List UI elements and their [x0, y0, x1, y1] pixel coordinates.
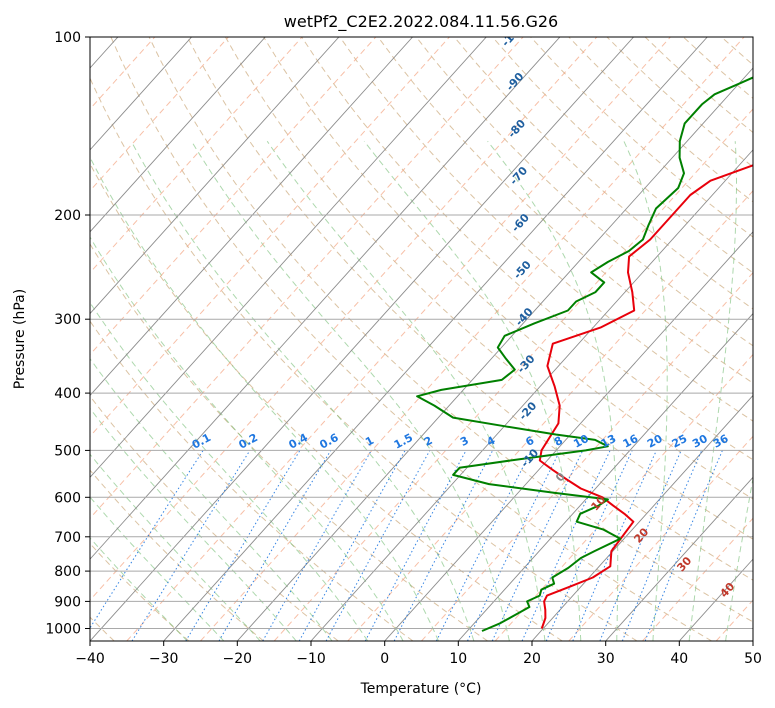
dewpoint-line [416, 76, 753, 632]
isotherm [605, 476, 753, 641]
mixing-ratio-label: 20 [645, 432, 665, 451]
isotherm [457, 312, 753, 641]
y-tick-label: 400 [54, 386, 81, 402]
isotherm [90, 37, 561, 560]
mixing-ratio-label: 16 [621, 432, 641, 451]
y-tick-label: 800 [54, 564, 81, 580]
y-tick-label: 600 [54, 490, 81, 506]
temperature-line [538, 164, 753, 629]
mixing-ratio-label: 30 [690, 432, 710, 451]
y-axis-label: Pressure (hPa) [12, 289, 28, 389]
y-tick-label: 200 [54, 208, 81, 224]
background-lines [90, 37, 753, 641]
plot-frame [89, 36, 754, 642]
y-tick-label: 300 [54, 312, 81, 328]
mixing-ratio-line [545, 450, 633, 641]
mixing-ratio-line [621, 450, 703, 641]
x-axis-label: Temperature (°C) [360, 681, 482, 697]
dry-adiabat [90, 395, 339, 641]
dry-adiabat [148, 37, 753, 623]
y-tick-label: 900 [54, 594, 81, 610]
y-tick-label: 1000 [45, 622, 81, 638]
isotherm [531, 394, 753, 641]
isotherm [90, 37, 487, 479]
x-tick-label: −30 [149, 651, 179, 667]
isotherm-dashed [126, 37, 671, 641]
mixing-ratio-line [131, 450, 251, 641]
x-tick-label: −10 [296, 651, 326, 667]
mixing-ratio-label: 10 [571, 432, 591, 451]
mixing-ratio-label: 25 [670, 432, 690, 451]
isotherm [310, 149, 753, 641]
dry-adiabat [90, 542, 190, 641]
mixing-ratio-line [90, 450, 204, 629]
x-tick-label: −40 [75, 651, 105, 667]
dry-adiabat [90, 469, 264, 641]
dry-adiabat [453, 37, 753, 310]
dry-adiabat [110, 37, 712, 641]
mixing-ratio-line [262, 450, 372, 641]
x-tick-label: 10 [449, 651, 467, 667]
y-tick-label: 500 [54, 443, 81, 459]
chart-title: wetPf2_C2E2.2022.084.11.56.G26 [284, 12, 558, 32]
profile-lines [416, 76, 753, 632]
isotherm [90, 37, 634, 641]
isotherm-dashed [421, 271, 753, 641]
x-axis-ticks: −40 −30 −20 −10 0 10 20 30 40 50 [75, 641, 762, 667]
isotherm-dashed [568, 435, 753, 641]
isotherm-dashed [273, 108, 753, 641]
x-tick-label: 40 [670, 651, 688, 667]
y-tick-label: 700 [54, 530, 81, 546]
isotherm-dashed [200, 37, 745, 641]
mixing-ratio-line [298, 450, 406, 641]
isotherm-dashed [90, 37, 598, 601]
x-tick-label: 30 [597, 651, 615, 667]
x-tick-label: 50 [744, 651, 762, 667]
isotherm [384, 231, 753, 641]
isotherm-dashed [494, 353, 753, 641]
isotherm [90, 37, 192, 151]
mixing-ratio-line [644, 450, 723, 641]
y-axis-ticks: 100 200 300 400 500 600 700 800 900 1000 [45, 30, 90, 638]
isotherm [90, 37, 340, 315]
mixing-ratio-line [599, 450, 682, 641]
isotherm [90, 37, 266, 233]
dry-adiabat [90, 243, 488, 641]
mixing-ratio-label: 13 [599, 432, 619, 451]
isotherm [90, 37, 413, 397]
dry-adiabat [415, 37, 753, 347]
y-tick-label: 100 [54, 30, 81, 46]
x-tick-label: 20 [523, 651, 541, 667]
isotherm [236, 67, 753, 641]
isotherm-dashed [642, 517, 753, 641]
isotherm [163, 37, 708, 641]
dry-adiabat [90, 162, 563, 641]
x-tick-label: 0 [380, 651, 389, 667]
x-tick-label: −20 [223, 651, 253, 667]
mixing-ratio-line [572, 450, 657, 641]
mixing-ratio-line [325, 450, 431, 641]
mixing-ratio-label: 36 [711, 432, 731, 451]
isotherm-dashed [347, 190, 753, 641]
mixing-ratio-line [435, 450, 532, 641]
